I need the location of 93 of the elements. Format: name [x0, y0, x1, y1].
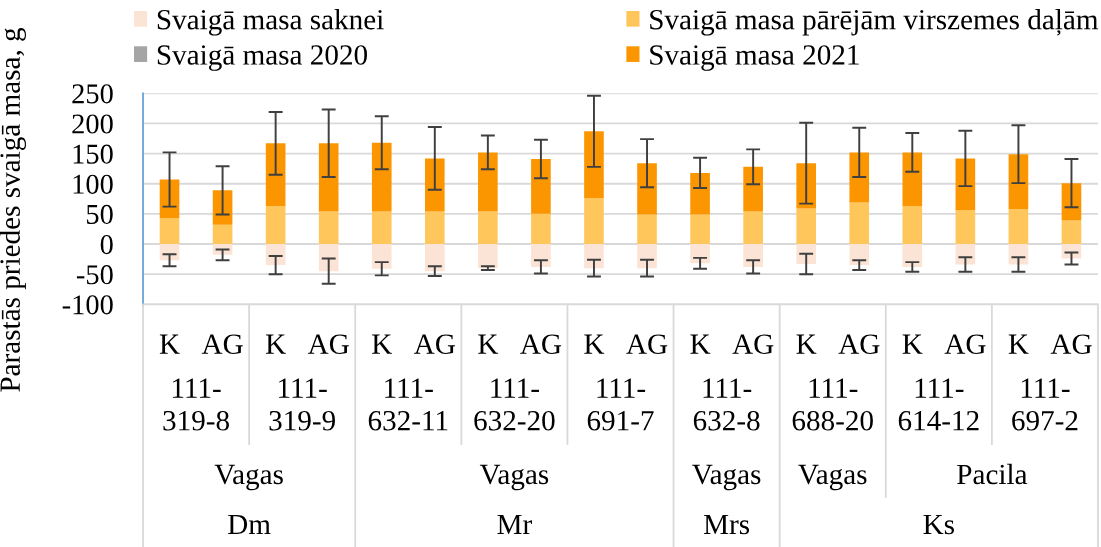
bar: [849, 152, 870, 203]
text: Vagas: [479, 464, 549, 491]
bar: [478, 211, 498, 245]
legend-label: Svaigā masa 2021: [650, 45, 859, 71]
bar: [955, 210, 976, 245]
x-tick-label: K: [902, 334, 923, 354]
text: Ks: [923, 514, 954, 535]
bar: [424, 211, 445, 245]
y-tick-label: 100: [73, 174, 113, 194]
text: Vagas: [692, 464, 761, 491]
bar: [849, 202, 870, 245]
x-tick-label: K: [372, 334, 392, 354]
x-tick-label: AG: [201, 334, 243, 354]
bar: [318, 244, 339, 272]
x-tick-label: K: [478, 334, 499, 354]
bar: [796, 208, 817, 245]
bar: [584, 244, 604, 269]
y-tick-label: 0: [100, 234, 113, 255]
text: Vagas: [798, 464, 867, 491]
bar: [743, 244, 763, 267]
x-tick-label: AG: [626, 334, 668, 354]
x-tick-label: AG: [414, 334, 455, 354]
x-tick-label: K: [690, 334, 711, 354]
bar: [637, 214, 657, 245]
text: 111- 632-8: [693, 378, 760, 431]
x-tick-label: K: [265, 334, 286, 354]
y-tick-label: 150: [73, 144, 113, 164]
bar: [478, 152, 498, 212]
x-tick-label: AG: [732, 334, 774, 354]
y-axis-title: Parastās priedes svaigā masa, g: [0, 27, 26, 392]
bar: [371, 244, 392, 269]
text: 111- 632-11: [368, 378, 448, 431]
bar: [690, 214, 710, 245]
legend-label: Svaigā masa 2020: [157, 45, 367, 71]
y-tick-label: 200: [72, 114, 113, 134]
bar: [849, 244, 870, 266]
bar: [743, 166, 763, 212]
bar: [584, 198, 604, 245]
bar: [265, 206, 286, 245]
text: Dm: [228, 514, 271, 535]
bar: [637, 163, 657, 215]
text: 111- 632-20: [474, 378, 555, 431]
bar: [212, 224, 233, 245]
text: 111- 319-8: [163, 378, 229, 431]
x-tick-label: K: [1008, 334, 1029, 354]
bar: [265, 143, 286, 207]
bar: [1008, 209, 1029, 245]
text: Mrs: [703, 514, 750, 535]
bar: [637, 244, 657, 269]
x-tick-label: K: [796, 334, 817, 354]
bar: [690, 172, 710, 215]
text: 111- 691-7: [587, 378, 654, 431]
bar: [478, 244, 498, 269]
bar: [1061, 220, 1082, 245]
legend-label: Svaigā masa saknei: [157, 9, 384, 36]
bar: [1061, 183, 1082, 221]
text: Pacila: [957, 463, 1028, 485]
text: 111- 319-9: [269, 378, 335, 431]
y-tick-label: 50: [87, 204, 113, 225]
x-tick-label: AG: [944, 334, 986, 354]
text: Vagas: [214, 464, 283, 491]
bar: [318, 143, 339, 212]
y-tick-label: -100: [62, 295, 113, 315]
x-tick-label: AG: [307, 334, 349, 354]
bar: [955, 158, 976, 211]
bar: [212, 190, 233, 225]
bar: [424, 158, 445, 212]
bar: [531, 213, 551, 245]
bar: [584, 131, 604, 199]
bar: [902, 152, 923, 207]
text: 111- 614-12: [898, 378, 979, 431]
x-tick-label: AG: [838, 334, 880, 354]
bar: [531, 159, 551, 214]
y-tick-label: 250: [72, 84, 113, 104]
bar: [743, 211, 763, 245]
x-tick-label: K: [584, 334, 605, 354]
x-tick-label: K: [159, 334, 180, 354]
x-tick-label: AG: [1050, 334, 1092, 354]
bar: [371, 211, 392, 245]
bar: [902, 244, 923, 267]
bar: [902, 206, 923, 245]
text: 111- 688-20: [792, 378, 873, 431]
bar: [318, 211, 339, 245]
bar: [371, 142, 392, 212]
bar: [424, 244, 445, 272]
bar: [531, 244, 551, 267]
legend-label: Svaigā masa pārējām virszemes daļām: [650, 9, 1099, 36]
x-tick-label: AG: [520, 334, 562, 354]
bar: [159, 218, 180, 245]
text: Mr: [497, 514, 532, 535]
bar: [1008, 154, 1029, 210]
text: 111- 697-2: [1012, 378, 1078, 431]
y-tick-label: -50: [76, 265, 113, 285]
